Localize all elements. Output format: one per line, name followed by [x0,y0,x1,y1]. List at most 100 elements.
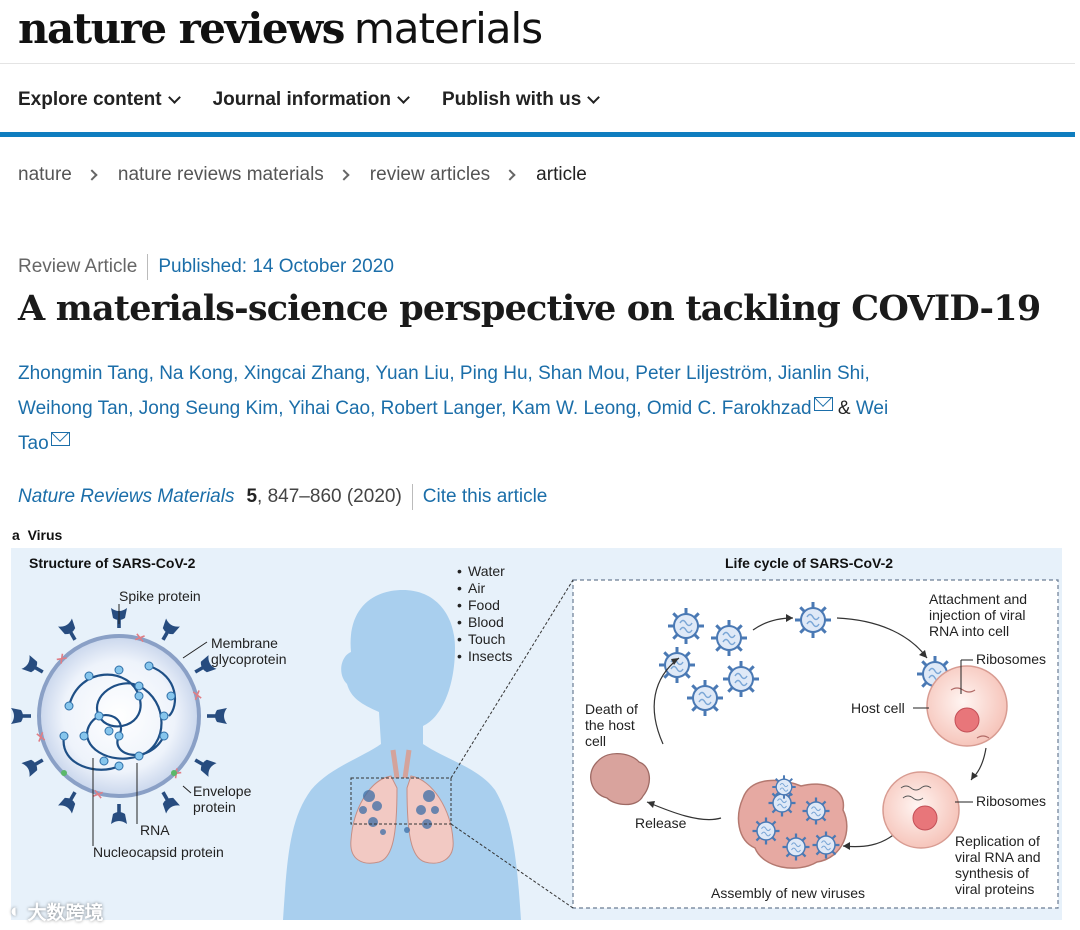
citation-volume: 5 [246,486,258,507]
logo-bold-text: nature reviews [18,4,345,53]
label-ribosomes-top: Ribosomes [976,651,1046,667]
assembly-cell [737,774,848,869]
nav-explore-content-label: Explore content [18,89,162,110]
label-spike-protein: Spike protein [119,588,201,604]
author-link[interactable]: Na Kong [159,363,234,384]
label-attachment-3: RNA into cell [929,623,1009,639]
chevron-down-icon [167,91,181,104]
dead-host-cell [590,753,650,806]
envelope-proteins [61,770,177,776]
header-divider [0,63,1075,64]
transmission-bullet: • [457,648,462,664]
nav-publish-with-us[interactable]: Publish with us [441,84,601,116]
citation-line: Nature Reviews Materials 5, 847–860 (202… [18,484,547,510]
author-link[interactable]: Yihai Cao [288,398,371,419]
arrowheads [647,614,978,850]
author-link[interactable]: Shan Mou [538,363,625,384]
nav-journal-information[interactable]: Journal information [212,84,410,116]
author-link[interactable]: Peter Liljeström [635,363,768,384]
nav-accent-bar [0,132,1075,137]
author-link[interactable]: Jong Seung Kim [138,398,279,419]
structure-title: Structure of SARS-CoV-2 [29,555,196,571]
author-list: Zhongmin Tang, Na Kong, Xingcai Zhang, Y… [18,363,889,454]
transmission-bullet: • [457,614,462,630]
chevron-down-icon [397,91,410,104]
label-assembly: Assembly of new viruses [711,885,865,901]
email-icon[interactable] [50,432,70,446]
label-attachment-2: injection of viral [929,607,1026,623]
label-host-cell: Host cell [851,700,905,716]
infected-region [359,790,439,835]
label-nucleocapsid: Nucleocapsid protein [93,844,224,860]
nav-journal-information-label: Journal information [212,89,391,110]
label-death-3: cell [585,733,606,749]
host-cell [926,665,1008,747]
author-link[interactable]: Kam W. Leong [511,398,637,419]
transmission-blood: Blood [468,614,504,630]
panel-title: Virus [27,527,63,543]
breadcrumb-nature[interactable]: nature [18,164,72,185]
label-ribosomes-mid: Ribosomes [976,793,1046,809]
author-link[interactable]: Robert Langer [380,398,502,419]
lifecycle-labels: Attachment and injection of viral RNA in… [585,591,1046,901]
transmission-routes: • Water • Air • Food • Blood • Touch • Insects [457,563,512,664]
figure-sars-cov-2: Structure of SARS-CoV-2 [11,548,1062,920]
label-death-2: the host [585,717,635,733]
watermark-logo-icon: ◐ [10,900,22,922]
transmission-bullet: • [457,597,462,613]
breadcrumb-journal[interactable]: nature reviews materials [117,164,324,185]
human-body-illustration [283,579,574,920]
author-link[interactable]: Omid C. Farokhzad [646,398,812,419]
main-nav: Explore content Journal information Publ… [18,84,601,116]
author-link[interactable]: Zhongmin Tang [18,363,149,384]
journal-logo[interactable]: nature reviews materials [18,4,543,60]
label-death-1: Death of [585,701,638,717]
figure-panel-label: a Virus [12,527,62,543]
citation-journal[interactable]: Nature Reviews Materials [18,486,235,507]
email-icon[interactable] [813,397,833,411]
transmission-air: Air [468,580,485,596]
logo-light-text: materials [353,4,543,53]
label-replication-2: viral RNA and [955,849,1041,865]
label-envelope: Envelope [193,783,252,799]
replicating-cell [882,771,960,849]
lifecycle-leader-lines [913,659,973,803]
transmission-touch: Touch [468,631,505,647]
zoom-box [350,777,452,825]
label-replication-1: Replication of [955,833,1040,849]
author-link[interactable]: Ping Hu [459,363,528,384]
author-ampersand: & [837,398,851,419]
article-type: Review Article [18,256,138,277]
viral-envelope [37,634,201,798]
breadcrumb-review-articles[interactable]: review articles [369,164,491,185]
author-link[interactable]: Wei Tao [18,398,889,454]
published-date: Published: 14 October 2020 [158,256,394,277]
citation-divider [411,484,413,510]
cite-this-article-link[interactable]: Cite this article [422,486,548,507]
structure-leader-lines [92,604,208,846]
breadcrumb-current: article [536,164,587,185]
watermark-text: 大数跨境 [27,903,104,924]
transmission-bullet: • [457,563,462,579]
nucleocapsid-proteins [59,661,176,771]
author-link[interactable]: Yuan Liu [375,363,450,384]
transmission-bullet: • [457,631,462,647]
transmission-insects: Insects [468,648,512,664]
author-link[interactable]: Weihong Tan [18,398,129,419]
transmission-bullet: • [457,580,462,596]
label-attachment-1: Attachment and [929,591,1027,607]
nav-publish-with-us-label: Publish with us [441,89,582,110]
author-link[interactable]: Jianlin Shi [777,363,865,384]
chevron-right-icon [86,169,98,181]
article-meta: Review Article Published: 14 October 202… [18,254,394,280]
nav-explore-content[interactable]: Explore content [18,84,181,116]
label-rna: RNA [140,822,170,838]
lifecycle-title: Life cycle of SARS-CoV-2 [725,555,893,571]
author-link[interactable]: Xingcai Zhang [243,363,366,384]
label-replication-4: viral proteins [955,881,1034,897]
membrane-markers [36,633,202,799]
transmission-water: Water [468,563,505,579]
chevron-right-icon [504,169,516,181]
citation-pages: , 847–860 (2020) [257,486,402,507]
label-membrane: Membrane [211,635,278,651]
